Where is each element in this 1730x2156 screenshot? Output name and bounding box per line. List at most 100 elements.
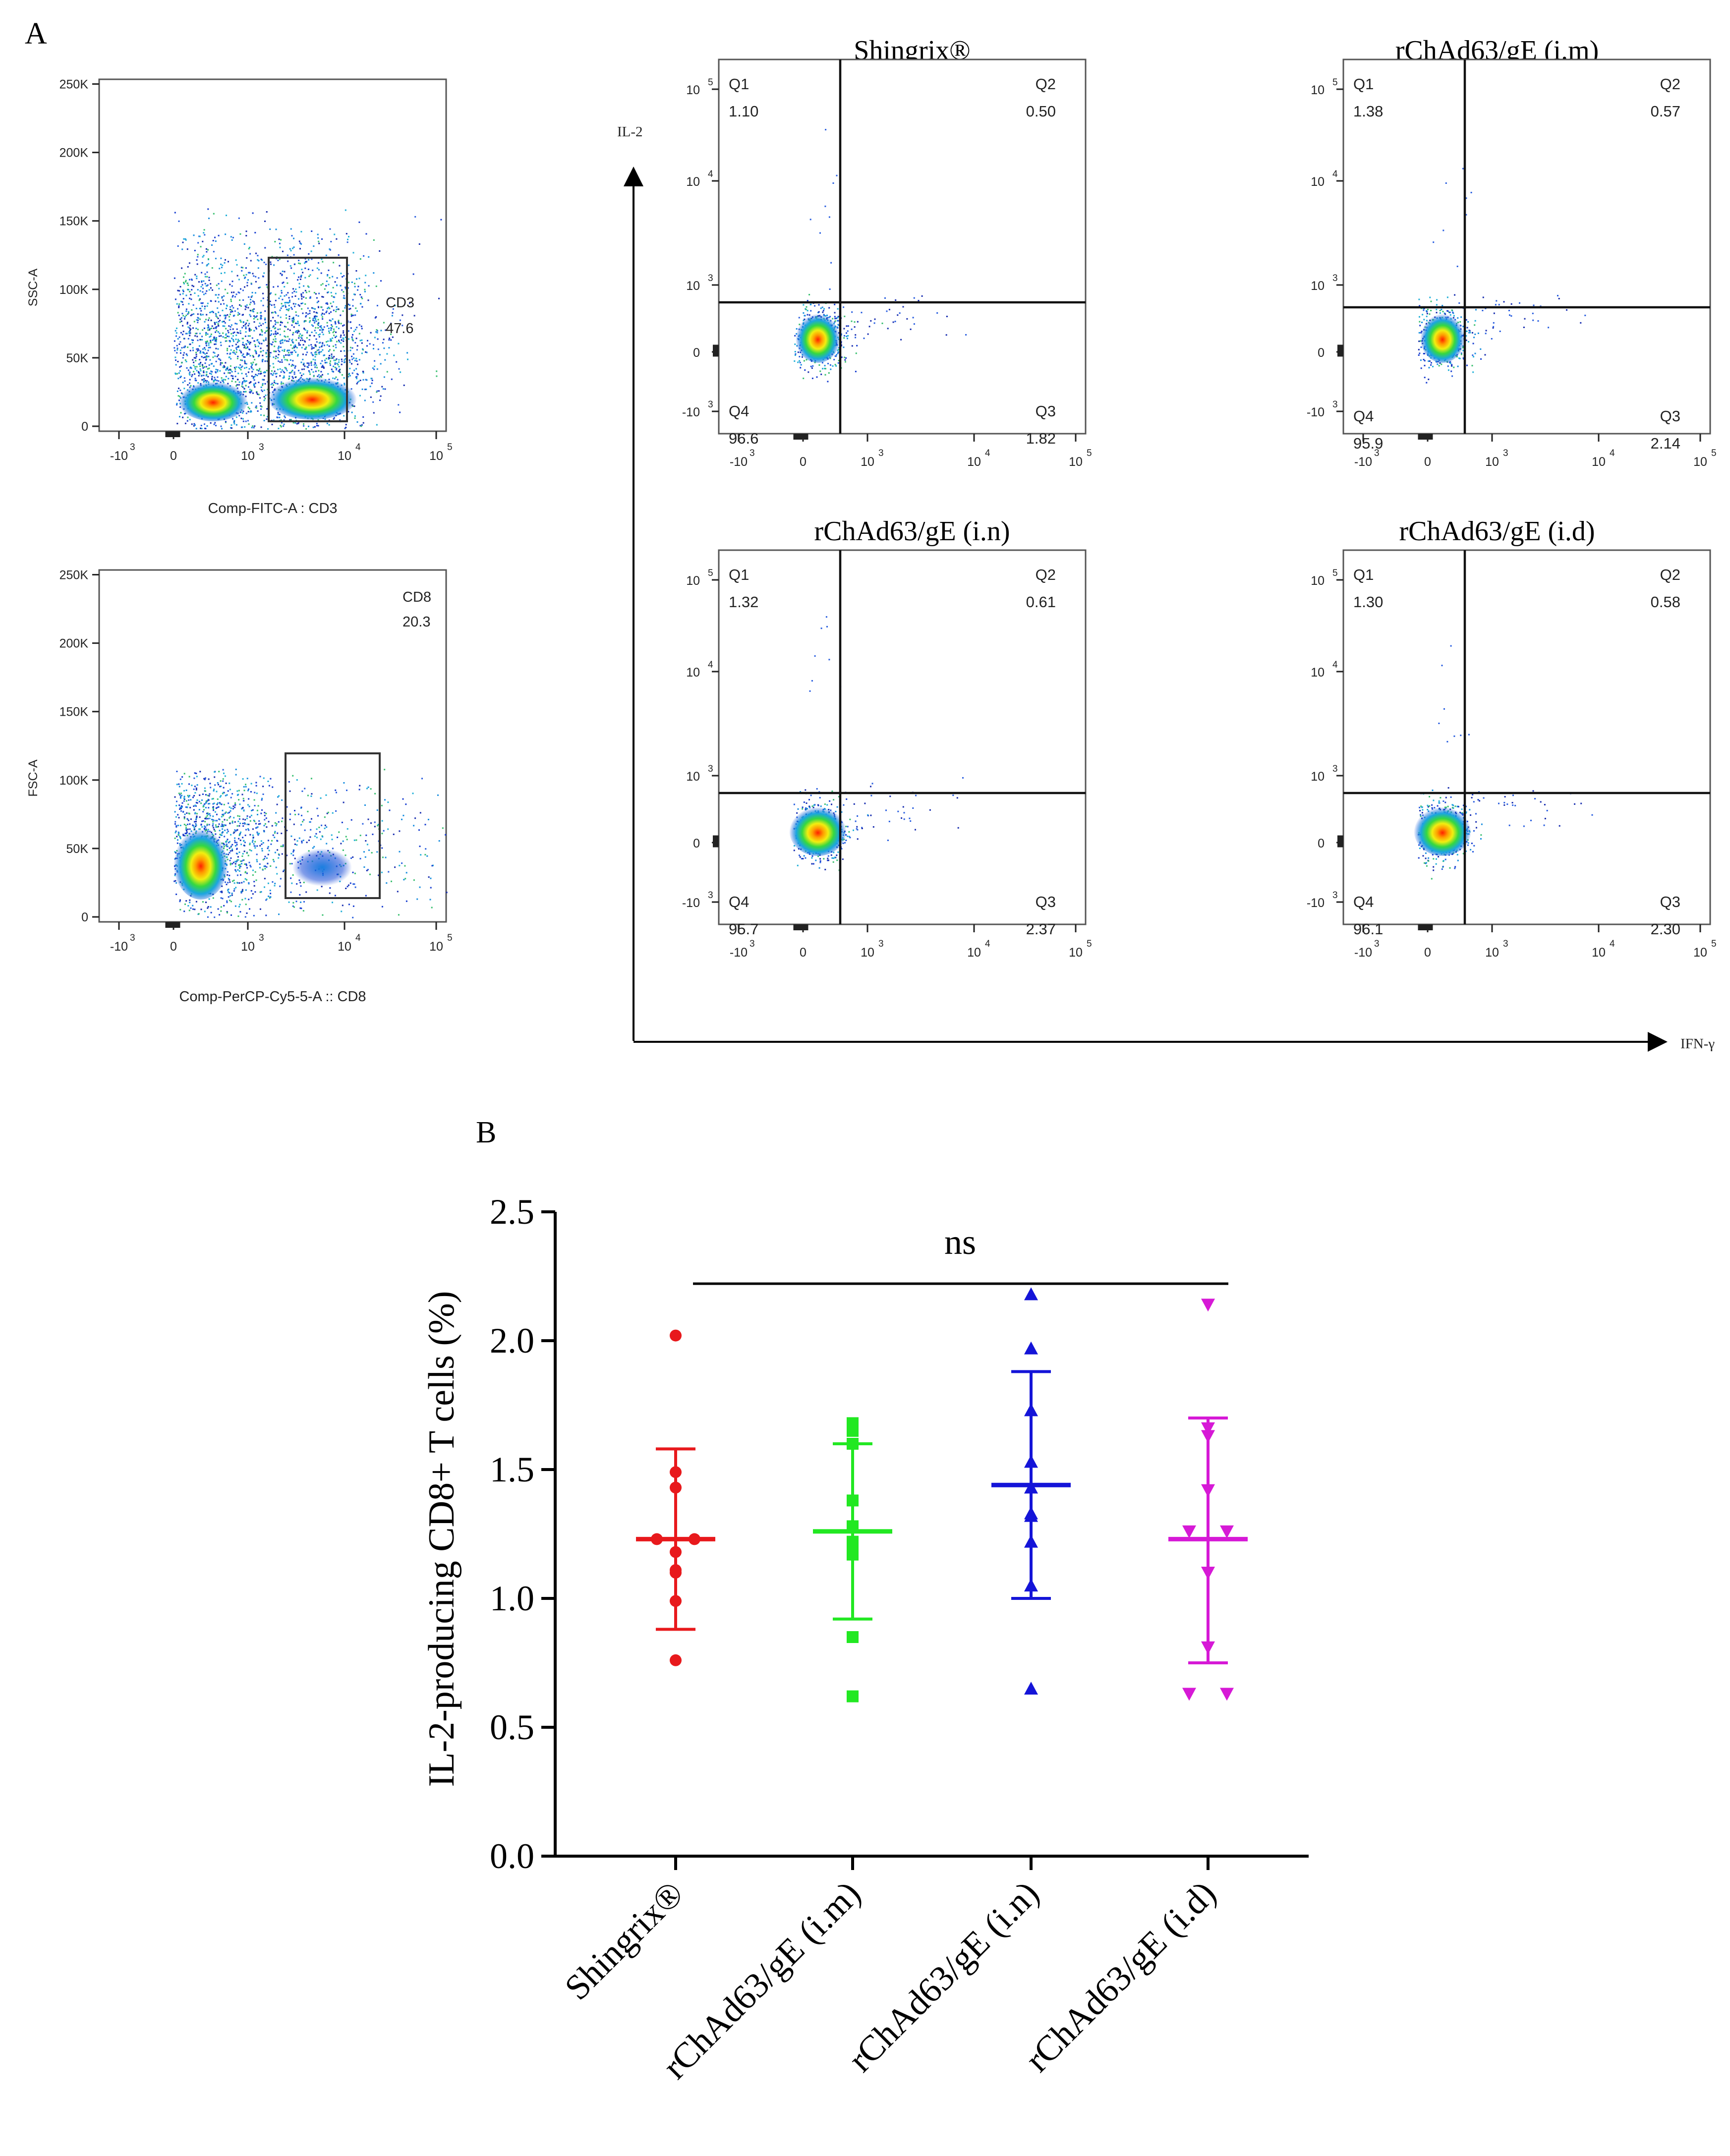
event-dot — [286, 340, 288, 342]
event-dot — [216, 813, 218, 815]
event-dot — [212, 356, 214, 358]
event-dot — [291, 353, 293, 355]
event-dot — [261, 329, 262, 331]
event-dot — [918, 300, 920, 301]
event-dot — [182, 357, 184, 359]
event-dot — [349, 349, 351, 351]
event-dot — [352, 334, 353, 336]
event-dot — [188, 813, 190, 815]
event-dot — [256, 845, 258, 847]
event-dot — [235, 861, 237, 863]
event-dot — [188, 799, 190, 801]
event-dot — [361, 306, 363, 308]
event-dot — [360, 425, 362, 427]
event-dot — [200, 427, 201, 429]
event-dot — [181, 301, 183, 303]
event-dot — [239, 822, 241, 824]
event-dot — [376, 851, 378, 853]
event-dot — [177, 312, 179, 314]
event-dot — [195, 789, 197, 791]
event-dot — [311, 324, 313, 326]
event-dot — [251, 375, 253, 377]
event-dot — [199, 373, 201, 375]
event-dot — [430, 877, 432, 879]
event-dot — [355, 307, 357, 309]
event-dot — [311, 793, 313, 795]
event-dot — [244, 345, 246, 347]
event-dot — [334, 363, 336, 365]
event-dot — [308, 362, 310, 364]
event-dot — [236, 341, 238, 343]
event-dot — [342, 325, 344, 327]
event-dot — [249, 355, 251, 357]
event-dot — [245, 331, 247, 333]
event-dot — [215, 331, 217, 333]
event-dot — [807, 300, 808, 302]
event-dot — [198, 800, 200, 802]
event-dot — [309, 312, 311, 314]
event-dot — [252, 368, 254, 370]
event-dot — [208, 289, 210, 291]
q4-value: 96.6 — [729, 430, 758, 447]
event-dot — [252, 309, 254, 311]
event-dot — [319, 346, 321, 348]
event-dot — [230, 306, 231, 308]
event-dot — [201, 375, 203, 377]
event-dot — [366, 379, 368, 381]
event-dot — [202, 806, 204, 808]
event-dot — [208, 778, 210, 780]
event-dot — [209, 813, 211, 815]
event-dot — [218, 818, 220, 820]
event-dot — [1448, 361, 1450, 363]
event-dot — [403, 879, 405, 881]
event-dot — [1457, 365, 1459, 367]
event-dot — [846, 336, 848, 338]
event-dot — [238, 313, 240, 315]
event-dot — [206, 251, 208, 253]
event-dot — [230, 358, 232, 360]
event-dot — [326, 843, 328, 845]
event-dot — [240, 321, 242, 323]
event-dot — [333, 301, 334, 303]
event-dot — [203, 366, 205, 368]
event-dot — [798, 317, 800, 319]
event-dot — [274, 320, 276, 322]
event-dot — [269, 890, 271, 892]
event-dot — [834, 355, 836, 357]
event-dot — [851, 345, 853, 347]
event-dot — [245, 343, 247, 345]
event-dot — [355, 338, 357, 340]
event-dot — [260, 347, 262, 349]
event-dot — [202, 314, 204, 316]
event-dot — [248, 408, 250, 410]
event-dot — [381, 871, 383, 873]
event-dot — [298, 259, 300, 261]
event-dot — [215, 240, 217, 242]
event-dot — [425, 848, 427, 850]
event-dot — [370, 332, 372, 334]
event-dot — [231, 333, 232, 335]
event-dot — [219, 802, 221, 804]
cd3-gate[interactable] — [268, 257, 348, 422]
cd8-gate[interactable] — [285, 752, 381, 899]
event-dot — [190, 818, 192, 820]
event-dot — [304, 329, 306, 331]
event-dot — [203, 371, 205, 373]
event-dot — [305, 297, 307, 299]
event-dot — [267, 416, 268, 418]
event-dot — [196, 799, 198, 801]
event-dot — [225, 379, 227, 381]
event-dot — [248, 788, 249, 790]
event-dot — [261, 843, 263, 845]
event-dot — [185, 314, 187, 316]
event-dot — [183, 238, 185, 240]
event-dot — [239, 304, 240, 306]
event-dot — [317, 237, 319, 239]
event-dot — [326, 322, 328, 324]
event-dot — [1449, 361, 1451, 363]
event-dot — [243, 881, 245, 883]
event-dot — [328, 424, 330, 426]
event-dot — [237, 372, 239, 374]
event-dot — [910, 328, 912, 330]
event-dot — [794, 360, 796, 362]
